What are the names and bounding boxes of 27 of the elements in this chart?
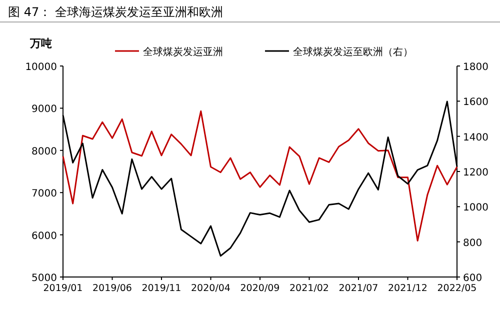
line-series	[62, 110, 458, 242]
y-tick-label: 7000	[32, 188, 57, 200]
legend-label: 全球煤炭发运亚洲	[143, 46, 223, 58]
x-tick-label: 2022/05	[437, 283, 477, 294]
x-tick-label: 2020/04	[191, 283, 230, 294]
x-tick-label: 2021/12	[388, 283, 428, 294]
y-tick-label: 6000	[32, 230, 57, 242]
x-tick-label: 2020/09	[240, 283, 280, 294]
y2-tick-label: 600	[463, 273, 482, 284]
x-tick-label: 2021/02	[290, 283, 329, 294]
y2-tick-label: 1400	[463, 132, 488, 144]
y-axis-title: 万吨	[29, 37, 52, 50]
y-tick-label: 5000	[32, 273, 57, 284]
legend-label: 全球煤炭发运至欧洲（右）	[293, 46, 413, 58]
x-tick-label: 2019/06	[92, 283, 132, 294]
y2-tick-label: 800	[463, 238, 482, 249]
y-tick-label: 10000	[25, 62, 57, 73]
y-tick-label: 8000	[32, 146, 57, 158]
y2-tick-label: 1200	[463, 168, 488, 178]
x-tick-label: 2021/07	[338, 283, 378, 294]
y2-tick-label: 1600	[463, 97, 488, 108]
y2-tick-label: 1800	[463, 62, 488, 73]
x-tick-label: 2019/11	[142, 283, 182, 294]
x-tick-label: 2019/01	[43, 283, 83, 294]
y-tick-label: 9000	[32, 104, 57, 116]
chart-title: 图 47： 全球海运煤炭发运至亚洲和欧洲	[8, 5, 223, 19]
y2-tick-label: 1000	[463, 202, 488, 214]
